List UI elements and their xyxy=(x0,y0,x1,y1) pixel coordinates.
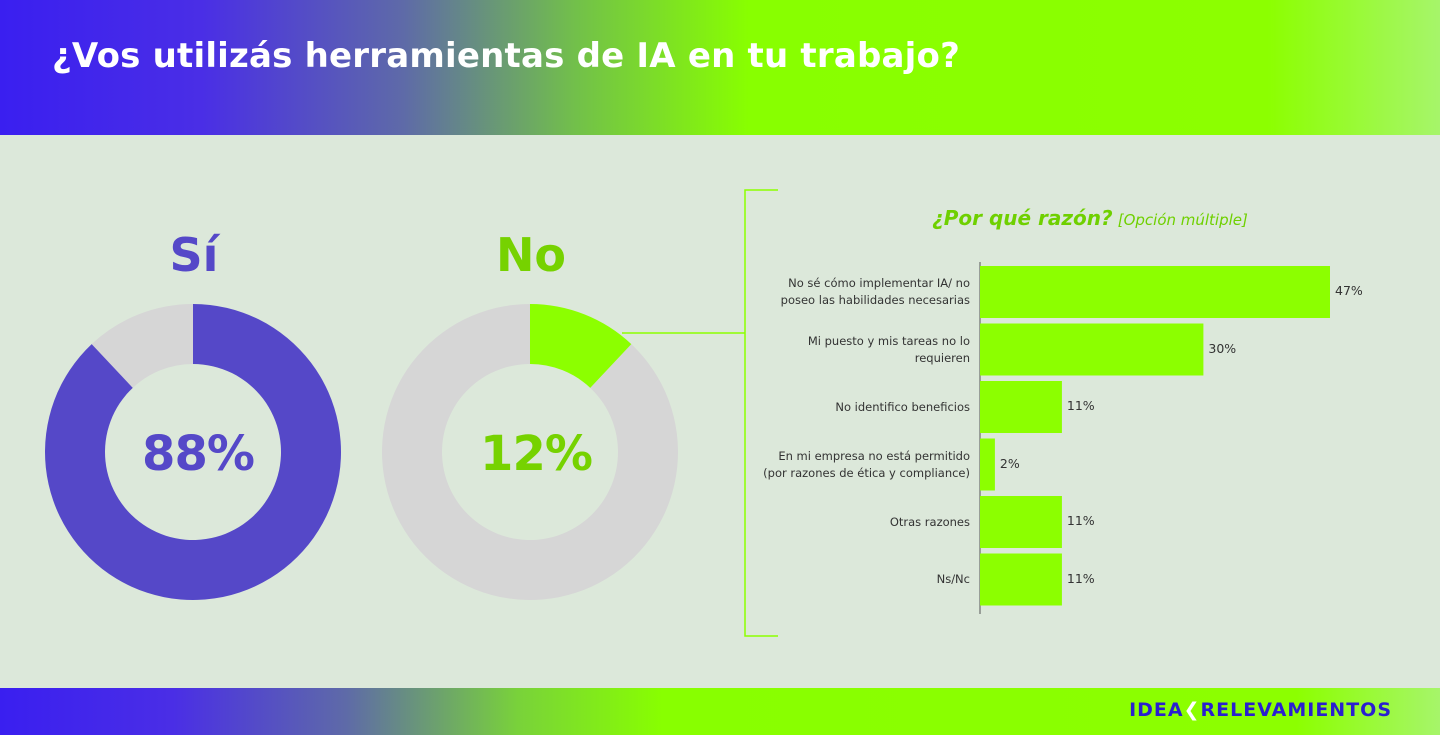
donut-yes-track xyxy=(91,304,193,388)
bar-category-label-line: Ns/Nc xyxy=(936,572,970,586)
donut-no-label: No xyxy=(495,228,567,282)
bar-category-label: No sé cómo implementar IA/ no poseo las h… xyxy=(750,275,970,309)
donut-no-track xyxy=(382,304,678,600)
bar-value-label: 2% xyxy=(999,455,1020,471)
page-title: ¿Vos utilizás herramientas de IA en tu t… xyxy=(52,36,961,76)
bar xyxy=(980,553,1062,606)
bar-category-label-line: Otras razones xyxy=(889,514,970,529)
bar xyxy=(980,381,1062,433)
logo-text-idea: IDEA xyxy=(1129,699,1184,721)
donut-yes-slice xyxy=(44,304,341,600)
bar-category-label: Otras razones xyxy=(750,514,970,531)
bracket xyxy=(744,189,778,637)
donut-yes-percent: 88% xyxy=(142,426,255,482)
bar xyxy=(980,323,1204,376)
bar-category-label: No identifico beneficios xyxy=(750,399,970,416)
brand-logo: IDEA❮RELEVAMIENTOS xyxy=(1129,699,1392,721)
bar-category-label-line: No sé cómo implementar IA/ no xyxy=(788,276,970,290)
donut-no-percent: 12% xyxy=(480,426,593,482)
bar xyxy=(980,438,995,491)
bar-category-label: Ns/Nc xyxy=(750,571,970,588)
bar-value-label: 30% xyxy=(1208,340,1237,356)
breakdown-question: ¿Por qué razón? xyxy=(932,206,1113,230)
bar-category-label-line: No identifico beneficios xyxy=(835,399,970,414)
chevron-left-icon: ❮ xyxy=(1183,699,1201,721)
bar-value-label: 11% xyxy=(1066,513,1095,528)
breakdown-option-note: [Opción múltiple] xyxy=(1117,211,1248,229)
donut-yes-label: Sí xyxy=(169,228,219,282)
bar-value-label: 11% xyxy=(1066,398,1095,413)
bar-category-label: Mi puesto y mis tareas no lo requieren xyxy=(750,333,970,367)
bar xyxy=(980,266,1330,318)
bar-category-label-line: poseo las habilidades necesarias xyxy=(780,293,970,307)
breakdown-title: ¿Por qué razón? [Opción múltiple] xyxy=(745,206,1435,230)
bar-category-label-line: En mi empresa no está permitido xyxy=(778,448,970,463)
bar-value-label: 47% xyxy=(1335,283,1363,298)
footer-banner: IDEA❮RELEVAMIENTOS xyxy=(0,688,1440,735)
header-banner: ¿Vos utilizás herramientas de IA en tu t… xyxy=(0,0,1440,135)
bar-category-label-line: requieren xyxy=(914,350,970,365)
bar-category-label: En mi empresa no está permitido (por razo… xyxy=(750,448,970,482)
donut-no-slice xyxy=(530,304,632,388)
bar-category-label-line: (por razones de ética y compliance) xyxy=(763,465,970,480)
bar-value-label: 11% xyxy=(1066,570,1095,586)
bar-category-label-line: Mi puesto y mis tareas no lo xyxy=(807,333,970,348)
bar xyxy=(980,496,1062,548)
logo-text-relevamientos: RELEVAMIENTOS xyxy=(1200,699,1392,721)
